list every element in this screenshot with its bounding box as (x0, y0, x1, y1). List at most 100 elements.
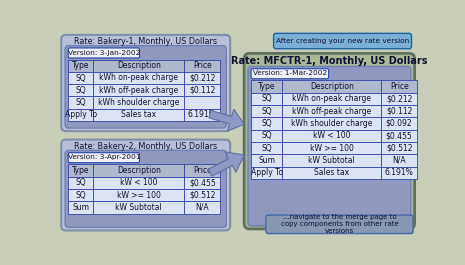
FancyBboxPatch shape (248, 67, 411, 226)
Text: $0.455: $0.455 (189, 178, 216, 187)
Text: $0.092: $0.092 (386, 119, 412, 128)
Text: Rate: Bakery-2, Monthly, US Dollars: Rate: Bakery-2, Monthly, US Dollars (74, 142, 217, 151)
Text: kWh on-peak charge: kWh on-peak charge (99, 73, 178, 82)
Text: SQ: SQ (75, 178, 86, 187)
Bar (251, 154, 282, 166)
Text: Description: Description (117, 166, 161, 175)
Bar (251, 105, 282, 117)
Text: Type: Type (72, 61, 89, 70)
Text: $0.455: $0.455 (386, 131, 412, 140)
Text: Type: Type (72, 166, 89, 175)
FancyBboxPatch shape (251, 69, 329, 79)
Text: kW >= 100: kW >= 100 (117, 191, 161, 200)
Polygon shape (208, 152, 244, 176)
Text: kWh off-peak charge: kWh off-peak charge (99, 86, 179, 95)
Text: Sales tax: Sales tax (314, 168, 349, 177)
Bar (251, 117, 282, 130)
Text: Description: Description (310, 82, 354, 91)
Bar (381, 142, 417, 154)
Bar (381, 130, 417, 142)
Bar (251, 166, 282, 179)
Text: kW Subtotal: kW Subtotal (308, 156, 355, 165)
Bar (282, 166, 381, 179)
Text: 6.191%: 6.191% (385, 168, 413, 177)
Bar (185, 96, 220, 109)
Text: Version: 1-Mar-2002: Version: 1-Mar-2002 (252, 70, 327, 76)
Text: $0.112: $0.112 (386, 107, 412, 116)
Bar (381, 117, 417, 130)
Text: Sum: Sum (258, 156, 275, 165)
Text: SQ: SQ (261, 131, 272, 140)
Bar (282, 154, 381, 166)
Bar (381, 105, 417, 117)
Text: $0.212: $0.212 (189, 73, 215, 82)
Text: N/A: N/A (195, 203, 209, 212)
Bar (251, 93, 282, 105)
Bar (185, 60, 220, 72)
Bar (68, 164, 93, 176)
Text: kW < 100: kW < 100 (313, 131, 351, 140)
Text: kWh shoulder charge: kWh shoulder charge (291, 119, 372, 128)
Text: Apply To: Apply To (251, 168, 283, 177)
Bar (185, 109, 220, 121)
Bar (251, 130, 282, 142)
Text: SQ: SQ (261, 94, 272, 103)
Text: SQ: SQ (75, 98, 86, 107)
Text: Version: 3-Jan-2002: Version: 3-Jan-2002 (68, 50, 140, 56)
Text: Rate: Bakery-1, Monthly, US Dollars: Rate: Bakery-1, Monthly, US Dollars (74, 37, 217, 46)
Bar (185, 176, 220, 189)
Text: kW >= 100: kW >= 100 (310, 144, 354, 153)
Bar (381, 93, 417, 105)
Bar (68, 201, 93, 214)
Bar (68, 96, 93, 109)
Bar (93, 189, 185, 201)
Text: SQ: SQ (75, 86, 86, 95)
Bar (68, 60, 93, 72)
Bar (381, 166, 417, 179)
FancyBboxPatch shape (65, 46, 226, 128)
Bar (185, 201, 220, 214)
Text: ...navigate to the merge page to
copy components from other rate
versions: ...navigate to the merge page to copy co… (280, 214, 399, 234)
Text: Sum: Sum (72, 203, 89, 212)
Text: kWh shoulder charge: kWh shoulder charge (98, 98, 179, 107)
Bar (93, 109, 185, 121)
Bar (93, 96, 185, 109)
Bar (68, 84, 93, 96)
Polygon shape (209, 109, 244, 131)
Text: kWh off-peak charge: kWh off-peak charge (292, 107, 372, 116)
Bar (93, 60, 185, 72)
Bar (93, 72, 185, 84)
Bar (93, 176, 185, 189)
Bar (282, 93, 381, 105)
Text: kW Subtotal: kW Subtotal (115, 203, 162, 212)
Bar (251, 142, 282, 154)
Bar (68, 176, 93, 189)
Bar (185, 189, 220, 201)
FancyBboxPatch shape (61, 140, 230, 231)
FancyBboxPatch shape (266, 215, 413, 233)
Text: After creating your new rate version: After creating your new rate version (276, 38, 409, 44)
Bar (185, 84, 220, 96)
Bar (282, 130, 381, 142)
Bar (68, 189, 93, 201)
Bar (93, 164, 185, 176)
Text: Version: 3-Apr-2001: Version: 3-Apr-2001 (67, 154, 140, 160)
Text: Rate: MFCTR-1, Monthly, US Dollars: Rate: MFCTR-1, Monthly, US Dollars (231, 56, 428, 66)
FancyBboxPatch shape (65, 150, 226, 227)
Bar (381, 154, 417, 166)
Bar (93, 84, 185, 96)
FancyBboxPatch shape (68, 48, 140, 58)
FancyBboxPatch shape (68, 153, 140, 163)
Text: 6.191%: 6.191% (188, 111, 217, 120)
Text: Price: Price (193, 166, 212, 175)
Text: Description: Description (117, 61, 161, 70)
Text: $0.512: $0.512 (189, 191, 215, 200)
Text: SQ: SQ (75, 73, 86, 82)
Text: N/A: N/A (392, 156, 406, 165)
Bar (282, 80, 381, 93)
Text: kWh on-peak charge: kWh on-peak charge (292, 94, 371, 103)
FancyBboxPatch shape (273, 33, 412, 49)
Bar (68, 109, 93, 121)
Bar (282, 142, 381, 154)
Text: $0.212: $0.212 (386, 94, 412, 103)
